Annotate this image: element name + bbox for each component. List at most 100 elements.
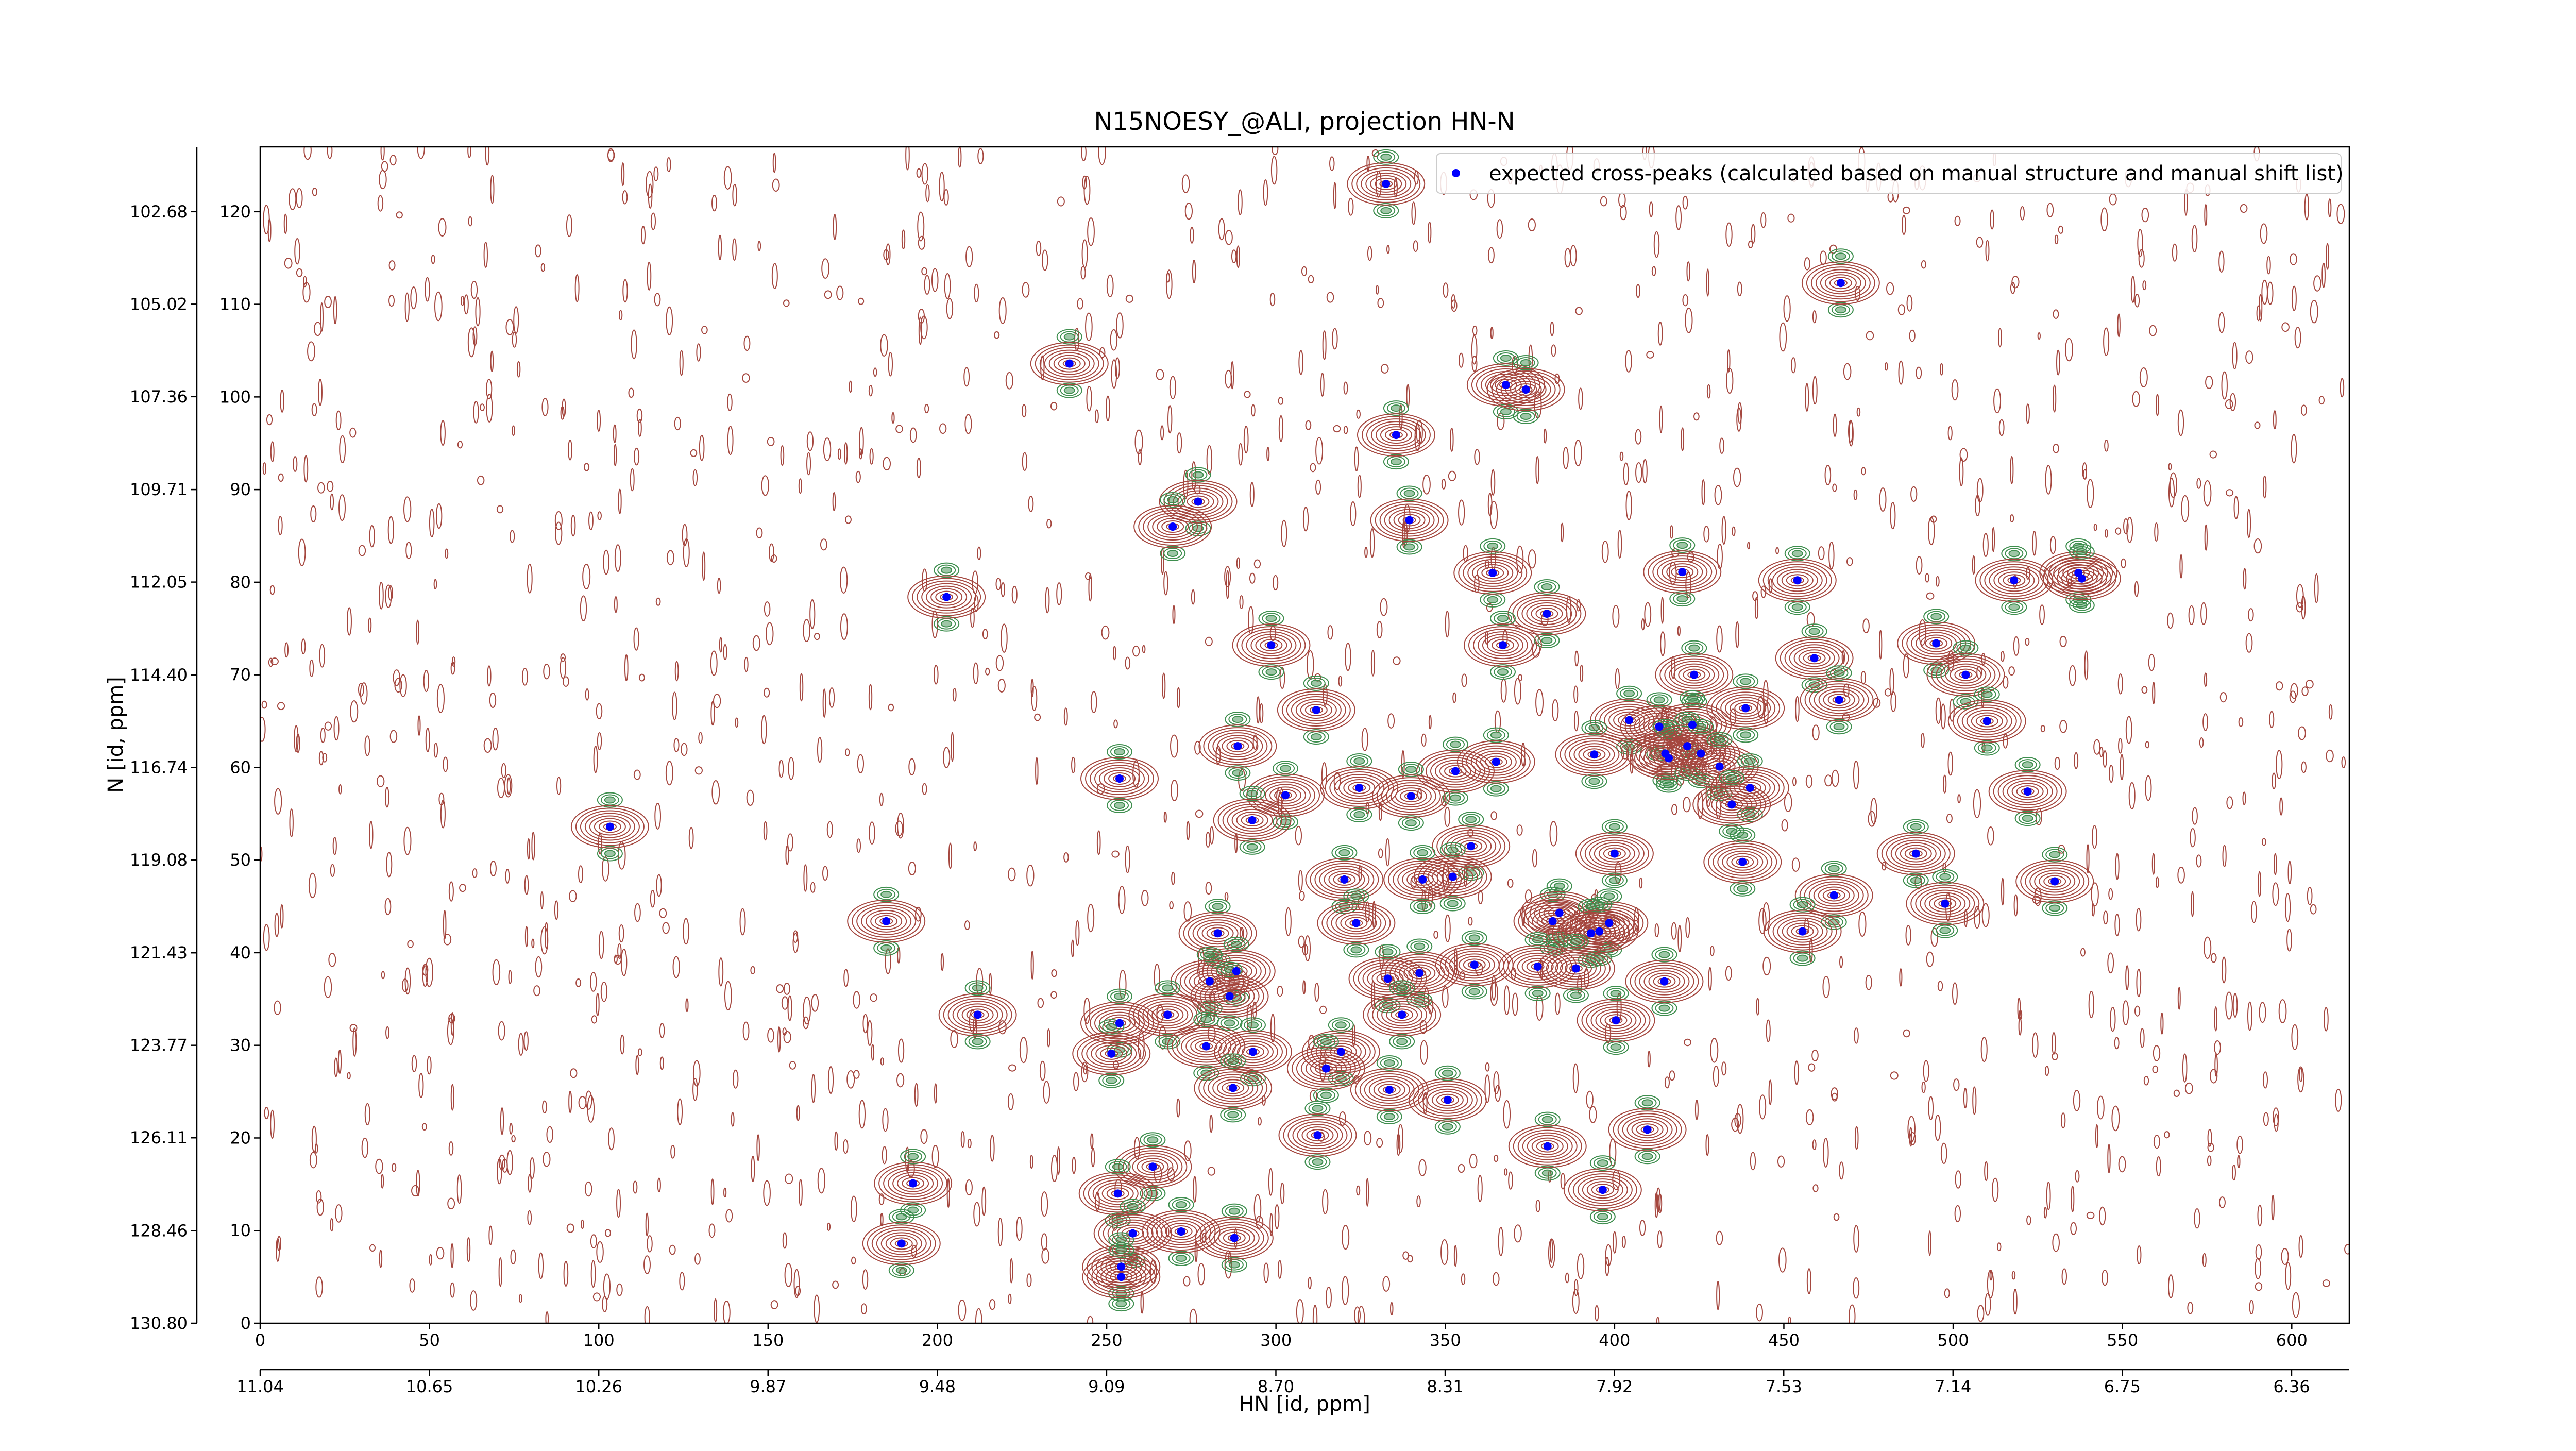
peak-contour <box>921 583 972 611</box>
noise-contour <box>1496 219 1503 239</box>
noise-contour <box>666 550 674 566</box>
noise-contour <box>1354 1306 1361 1323</box>
noise-contour <box>1524 889 1532 903</box>
noise-contour <box>585 1090 592 1110</box>
y2-tick-label: 128.46 <box>130 1221 188 1240</box>
noise-contour <box>694 1253 701 1265</box>
noise-contour <box>1273 575 1279 591</box>
noise-contour <box>270 657 279 665</box>
peak-contour <box>870 912 903 930</box>
noise-contour <box>867 1020 873 1047</box>
noise-contour <box>2328 198 2332 217</box>
noise-contour <box>751 1155 755 1182</box>
noise-contour <box>1977 1305 1985 1322</box>
noise-contour <box>1925 573 1929 583</box>
peak-contour <box>1467 559 1518 587</box>
noise-contour <box>2061 1268 2067 1285</box>
noise-contour <box>845 748 850 756</box>
peak-contour-negative <box>1651 947 1677 963</box>
noise-contour <box>940 953 944 971</box>
noise-contour <box>1253 559 1261 569</box>
peak-contour-negative <box>1204 951 1215 958</box>
cross-peak-point <box>605 822 614 831</box>
peak-contour-negative <box>1417 902 1429 910</box>
noise-contour <box>761 715 767 745</box>
noise-contour <box>1236 245 1240 268</box>
noise-contour <box>1302 507 1309 532</box>
noise-contour <box>1750 1152 1756 1171</box>
peak-contour-negative <box>1212 903 1224 910</box>
peak-contour-negative <box>1115 1300 1127 1308</box>
noise-contour <box>2151 853 2155 875</box>
noise-contour <box>1493 1071 1500 1094</box>
noise-contour <box>1952 982 1958 1005</box>
chart-title: N15NOESY_@ALI, projection HN-N <box>1094 107 1515 136</box>
noise-contour <box>1451 294 1456 309</box>
peak-contour-negative <box>1247 1021 1259 1029</box>
noise-contour <box>2169 472 2177 498</box>
peak-contour <box>1604 706 1655 734</box>
noise-contour <box>631 329 637 360</box>
noise-contour <box>540 263 546 272</box>
noise-contour <box>1781 819 1788 832</box>
peak-contour-negative <box>2042 900 2068 916</box>
noise-contour <box>1812 310 1817 324</box>
noise-contour <box>1573 1279 1579 1296</box>
noise-contour <box>1325 1287 1332 1309</box>
noise-contour <box>1494 1154 1499 1162</box>
noise-contour <box>1872 698 1881 708</box>
peak-contour <box>1568 1171 1637 1209</box>
peak-contour <box>1989 566 2040 595</box>
noise-contour <box>1474 449 1480 465</box>
noise-contour <box>1794 1060 1799 1085</box>
noise-contour <box>303 455 309 483</box>
noise-contour <box>1295 825 1302 846</box>
noise-contour <box>592 1292 601 1302</box>
noise-contour <box>591 1015 597 1024</box>
peak-contour <box>1361 170 1412 198</box>
peak-contour-negative <box>1903 819 1929 835</box>
peak-contour <box>1223 1231 1246 1244</box>
noise-contour <box>2141 207 2149 223</box>
noise-contour <box>653 166 659 182</box>
noise-contour <box>843 1139 849 1154</box>
peak-contour <box>1305 1057 1347 1080</box>
x-tick-label: 250 <box>1091 1330 1122 1350</box>
peak-contour <box>1798 649 1831 667</box>
peak-contour-negative <box>941 566 953 574</box>
noise-contour <box>581 1219 584 1229</box>
noise-contour <box>1839 956 1843 968</box>
peak-contour-negative <box>1313 1034 1339 1050</box>
peak-contour <box>1458 553 1528 592</box>
noise-contour <box>995 578 1002 590</box>
noise-contour <box>1491 975 1496 1001</box>
noise-contour <box>328 953 336 967</box>
peak-contour <box>1376 972 1399 985</box>
noise-contour <box>1878 630 1883 660</box>
noise-contour <box>411 1185 420 1197</box>
cross-peak-point <box>1660 977 1669 986</box>
peak-contour-negative <box>1175 1201 1187 1209</box>
peak-contour <box>1915 887 1975 920</box>
peak-contour <box>1182 493 1214 511</box>
peak-contour-negative <box>900 1202 926 1218</box>
peak-contour <box>1286 693 1346 727</box>
peak-contour-negative <box>1608 876 1620 884</box>
noise-contour <box>1333 772 1341 790</box>
cross-peak-point <box>1683 742 1692 751</box>
peak-contour-negative <box>1312 1158 1324 1166</box>
noise-contour <box>2192 807 2198 825</box>
noise-contour <box>1653 231 1660 258</box>
peak-contour-negative <box>1588 724 1600 732</box>
noise-contour <box>2296 584 2304 608</box>
peak-contour-negative <box>1468 934 1480 942</box>
noise-contour <box>2040 725 2045 733</box>
peak-contour <box>1508 1124 1587 1168</box>
noise-contour <box>2287 861 2292 885</box>
peak-contour-negative <box>888 1262 914 1278</box>
peak-contour-negative <box>888 1209 914 1225</box>
noise-contour <box>1258 1117 1262 1126</box>
noise-contour <box>1885 362 1888 371</box>
peak-contour <box>1517 955 1558 978</box>
noise-contour <box>1279 667 1285 689</box>
